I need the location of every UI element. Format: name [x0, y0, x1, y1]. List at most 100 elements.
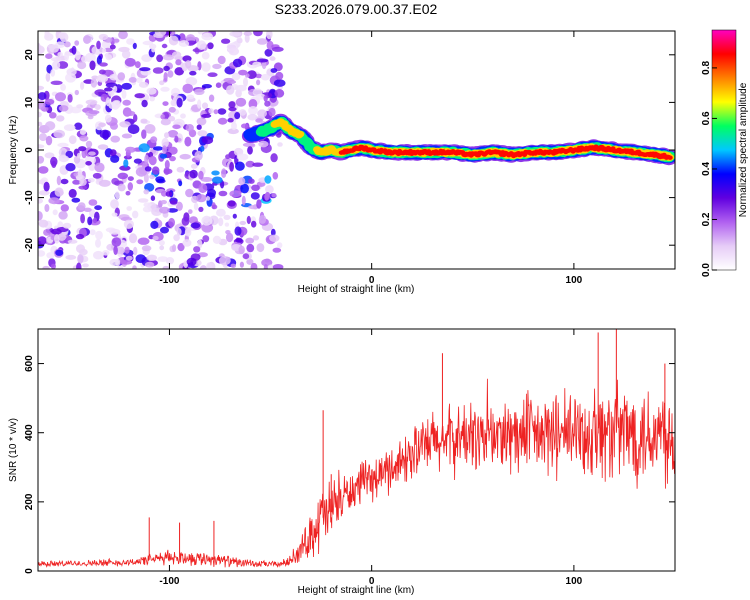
spectrogram-blob: [50, 57, 62, 62]
spectrogram-blob: [256, 199, 262, 209]
spectrogram-blob: [76, 152, 81, 159]
spectrogram-blob: [133, 158, 142, 164]
spectrogram-blob: [186, 257, 197, 266]
spectrogram-blob: [94, 162, 105, 173]
spectrogram-blob: [264, 48, 273, 57]
spectrogram-blob: [203, 215, 210, 224]
spectrogram-blob: [158, 240, 165, 246]
spectrogram-blob: [134, 61, 141, 69]
spectrogram-blob: [167, 208, 178, 213]
spectrogram-blob: [118, 31, 128, 40]
spectrogram-blob: [198, 183, 208, 194]
spectrogram-blob: [71, 45, 77, 55]
spectrogram-blob: [78, 185, 88, 190]
spectrogram-blob: [238, 245, 245, 255]
spectrogram-blob: [60, 178, 69, 185]
spectrogram-blob: [139, 67, 151, 72]
spectrogram-blob: [38, 121, 43, 127]
spectrogram-blob: [65, 163, 76, 172]
spectrogram-blob: [55, 249, 64, 256]
spectrogram-blob: [255, 118, 263, 123]
spectrogram-blob: [160, 114, 166, 120]
spectrogram-blob: [95, 238, 101, 248]
spectrogram-x-axis-label: Height of straight line (km): [298, 284, 415, 295]
spectrogram-blob: [44, 33, 54, 41]
spectrogram-blob: [89, 229, 96, 236]
spectrogram-blob: [270, 68, 278, 73]
spectrogram-blob: [150, 136, 158, 144]
spectrogram-blob: [63, 124, 76, 131]
spectrogram-blob: [267, 264, 275, 269]
spectrogram-x-tick-label: -100: [159, 275, 179, 286]
spectrogram-blob: [151, 166, 160, 175]
spectrogram-blob: [176, 97, 183, 108]
spectrogram-blob: [68, 188, 77, 198]
spectrogram-blob: [231, 72, 241, 81]
spectrogram-blob: [110, 135, 120, 143]
spectrogram-blob: [85, 52, 96, 63]
spectrogram-blob: [174, 67, 184, 76]
spectrogram-blob: [49, 112, 57, 119]
spectrogram-blob: [163, 65, 170, 72]
spectrogram-blob: [205, 196, 211, 201]
spectrogram-blob: [85, 140, 93, 148]
spectrogram-y-tick-label: 0: [24, 147, 35, 153]
colorbar-gradient: [711, 29, 737, 271]
spectrogram-blob: [213, 109, 219, 115]
spectrogram-blob: [201, 102, 209, 109]
spectrogram-blob: [99, 129, 111, 139]
snr-x-tick-label: 100: [566, 576, 583, 587]
spectrogram-blob: [92, 172, 102, 179]
spectrogram-blob: [160, 118, 171, 126]
spectrogram-blob: [152, 67, 164, 74]
spectrogram-blob: [218, 217, 224, 227]
spectrogram-blob: [236, 38, 243, 44]
snr-x-axis-label: Height of straight line (km): [298, 585, 415, 596]
spectrogram-blob: [59, 32, 69, 43]
spectrogram-blob: [201, 84, 212, 89]
spectrogram-blob: [109, 44, 116, 50]
spectrogram-blob: [68, 135, 77, 145]
spectrogram-blob: [137, 198, 149, 203]
spectrogram-blob: [104, 114, 112, 123]
spectrogram-blob: [243, 31, 253, 36]
spectrogram-blob: [196, 124, 202, 130]
spectrogram-blob: [110, 199, 119, 209]
spectrogram-blob: [45, 72, 51, 82]
spectrogram-blob: [197, 130, 208, 137]
spectrogram-blob: [38, 211, 43, 221]
spectrogram-blob: [269, 234, 280, 242]
spectrogram-blob: [212, 235, 222, 244]
spectrogram-blob: [52, 209, 58, 216]
spectrogram-blob: [82, 263, 89, 268]
spectrogram-blob: [182, 55, 192, 62]
spectrogram-blob: [90, 78, 98, 88]
spectrogram-blob: [265, 185, 274, 194]
spectrogram-blob: [98, 69, 106, 75]
spectrogram-blob: [88, 151, 96, 156]
spectrogram-blob: [202, 235, 210, 243]
spectrogram-blob: [87, 216, 93, 226]
spectrogram-blob: [148, 155, 157, 166]
colorbar-tick-label: 0.2: [701, 212, 712, 226]
spectrogram-blob: [38, 155, 45, 164]
spectrogram-blob: [171, 51, 182, 58]
spectrogram-blob: [58, 105, 69, 112]
spectrogram-blob: [275, 71, 284, 80]
spectrogram-blob: [190, 222, 201, 229]
spectrogram-blob: [38, 236, 47, 245]
spectrogram-blob: [76, 104, 84, 109]
spectrogram-y-axis-label: Frequency (Hz): [8, 116, 19, 185]
spectrogram-blob: [76, 262, 82, 269]
spectrogram-blob: [200, 177, 213, 182]
spectrogram-blob: [78, 146, 87, 152]
spectrogram-blob: [43, 229, 51, 236]
spectrogram-blob: [246, 215, 251, 225]
spectrogram-blob: [127, 176, 134, 182]
spectrogram-blob: [45, 135, 53, 146]
spectrogram-blob: [167, 70, 174, 78]
spectrogram-blob: [124, 57, 136, 67]
spectrogram-blob: [229, 31, 242, 37]
snr-x-tick-label: -100: [159, 576, 179, 587]
